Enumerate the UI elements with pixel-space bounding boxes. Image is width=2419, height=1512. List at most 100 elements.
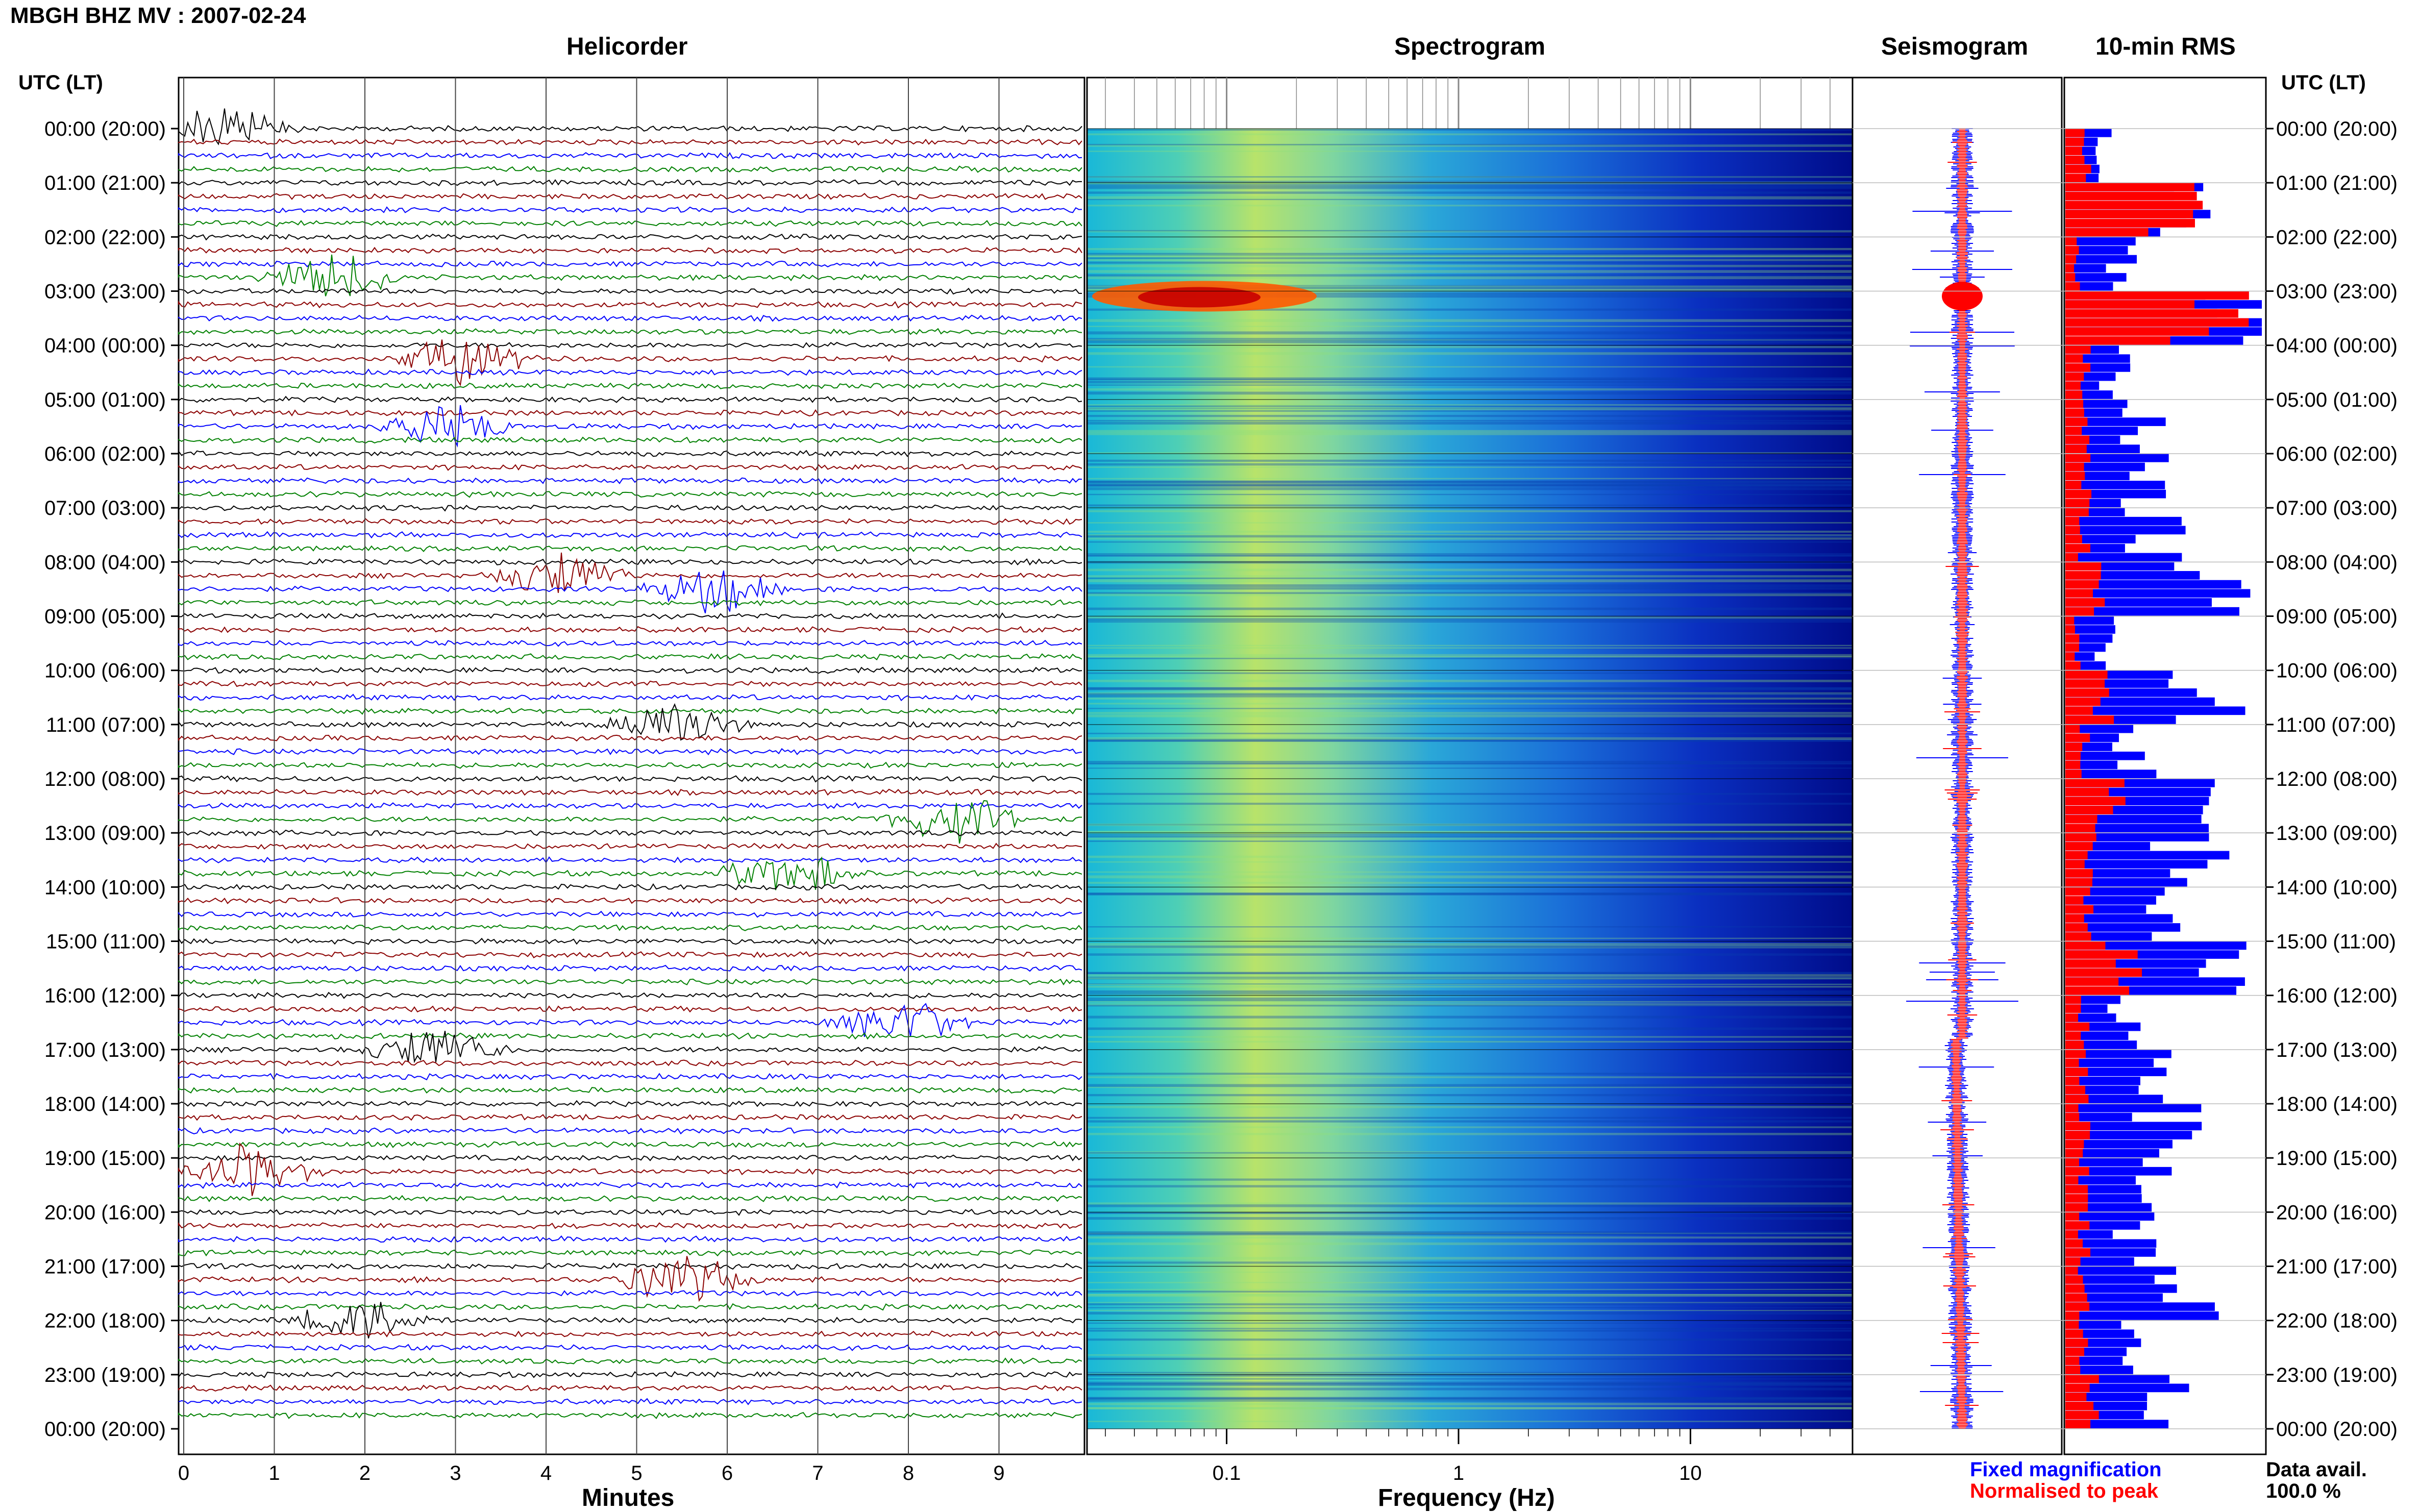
helicorder-trace xyxy=(178,1141,1082,1148)
time-label-right: 02:00 (22:00) xyxy=(2276,226,2398,249)
spectrogram-streak xyxy=(1087,1402,1853,1405)
helicorder-trace xyxy=(178,1142,1082,1196)
spectrogram-streak xyxy=(1087,1381,1853,1385)
rms-bar-fixed xyxy=(2065,1158,2143,1167)
rms-bar-normalised xyxy=(2065,426,2082,435)
rms-bar-normalised xyxy=(2065,1122,2090,1131)
spectrogram-streak xyxy=(1087,761,1853,764)
helicorder-trace xyxy=(178,1086,1082,1094)
rms-bar-normalised xyxy=(2065,779,2125,787)
rms-bar-normalised xyxy=(2065,1248,2090,1257)
helicorder-trace xyxy=(178,1208,1082,1216)
rms-bar-normalised xyxy=(2065,191,2197,201)
rms-bar-normalised xyxy=(2065,715,2114,724)
rms-bar-normalised xyxy=(2065,535,2082,543)
spectrogram-streak xyxy=(1087,129,1853,131)
spectrogram-streak xyxy=(1087,405,1853,407)
helicorder-trace xyxy=(178,339,1082,387)
spectrogram-streak xyxy=(1087,151,1853,152)
spectrogram-streak xyxy=(1087,553,1853,556)
time-label-right: 11:00 (07:00) xyxy=(2276,714,2396,736)
spectrogram-streak xyxy=(1087,871,1853,873)
rms-bar-normalised xyxy=(2065,1230,2078,1239)
spectrogram-streak xyxy=(1087,823,1853,826)
spectrogram-streak xyxy=(1087,1133,1853,1135)
rms-bar-normalised xyxy=(2065,679,2105,688)
rms-bar-normalised xyxy=(2065,264,2075,273)
rms-bar-fixed xyxy=(2065,860,2208,869)
spectrogram-streak xyxy=(1087,945,1853,949)
spectrogram-streak xyxy=(1087,537,1853,540)
freq-tick-label: 0.1 xyxy=(1213,1462,1241,1484)
rms-bar-fixed xyxy=(2065,1176,2136,1185)
rms-bar-normalised xyxy=(2065,137,2084,146)
spectrogram-streak xyxy=(1087,481,1853,483)
helicorder-trace xyxy=(178,490,1082,498)
time-label-right: 21:00 (17:00) xyxy=(2276,1256,2398,1278)
time-label-right: 00:00 (20:00) xyxy=(2276,118,2398,140)
spectrogram-streak xyxy=(1087,143,1853,145)
spectrogram-streak xyxy=(1087,1151,1853,1154)
rms-bar-fixed xyxy=(2065,1076,2140,1085)
rms-bar-normalised xyxy=(2065,255,2077,264)
helicorder-trace xyxy=(178,599,1082,607)
spectrogram-streak xyxy=(1087,388,1853,391)
spectrogram-streak xyxy=(1087,621,1853,623)
spectrogram-streak xyxy=(1087,712,1853,714)
rms-bar-normalised xyxy=(2065,1393,2087,1401)
rms-bar-normalised xyxy=(2065,1104,2079,1112)
rms-bar-normalised xyxy=(2065,770,2082,778)
rms-bar-normalised xyxy=(2065,1040,2084,1049)
helicorder-trace xyxy=(178,1344,1082,1351)
spectrogram-streak xyxy=(1087,285,1853,289)
seismogram-title: Seismogram xyxy=(1881,33,2029,60)
helicorder-trace xyxy=(178,1181,1082,1189)
time-label-right: 12:00 (08:00) xyxy=(2276,768,2398,790)
rms-bar-fixed xyxy=(2065,1239,2157,1248)
rms-bar-normalised xyxy=(2065,607,2094,616)
spectrogram-streak xyxy=(1087,1232,1853,1234)
spectrogram-streak xyxy=(1087,1357,1853,1360)
rms-bar-normalised xyxy=(2065,390,2083,399)
rms-bar-normalised xyxy=(2065,634,2080,643)
spectrogram-streak xyxy=(1087,983,1853,985)
minutes-axis-label: Minutes xyxy=(582,1484,675,1511)
helicorder-trace xyxy=(178,1235,1082,1243)
helicorder-trace xyxy=(178,518,1082,525)
spectrogram-streak xyxy=(1087,587,1853,590)
helicorder-trace xyxy=(178,314,1082,323)
helicorder-trace xyxy=(178,788,1082,797)
spectrogram-streak xyxy=(1087,1400,1853,1402)
rms-bar-fixed xyxy=(2065,751,2145,760)
spectrogram-streak xyxy=(1087,270,1853,273)
spectrogram-streak xyxy=(1087,1372,1853,1374)
spectrogram-streak xyxy=(1087,534,1853,536)
spectrogram-streak xyxy=(1087,430,1853,433)
time-label-left: 13:00 (09:00) xyxy=(44,822,166,845)
helicorder-trace xyxy=(178,951,1082,959)
spectrogram-streak xyxy=(1087,568,1853,572)
rms-bar-normalised xyxy=(2065,1320,2079,1329)
data-avail-label: Data avail. xyxy=(2266,1458,2367,1481)
spectrogram-streak xyxy=(1087,1178,1853,1181)
minute-tick-label: 8 xyxy=(903,1462,914,1484)
time-label-left: 16:00 (12:00) xyxy=(44,985,166,1007)
rms-bar-fixed xyxy=(2065,1095,2163,1103)
spectrogram-streak xyxy=(1087,1257,1853,1260)
spectrogram-streak xyxy=(1087,419,1853,422)
rms-bar-normalised xyxy=(2065,1311,2080,1320)
spectrogram-streak xyxy=(1087,1242,1853,1245)
rms-bar-normalised xyxy=(2065,851,2088,860)
spectrogram-streak xyxy=(1087,697,1853,700)
rms-bar-normalised xyxy=(2065,435,2090,444)
spectrogram-streak xyxy=(1087,837,1853,840)
helicorder-trace xyxy=(178,775,1082,783)
helicorder-trace xyxy=(178,978,1082,986)
spectrogram-streak xyxy=(1087,404,1853,406)
helicorder-trace xyxy=(178,450,1082,457)
helicorder-trace xyxy=(178,1398,1082,1405)
rms-bar-normalised xyxy=(2065,1013,2079,1022)
rms-bar-normalised xyxy=(2065,1266,2078,1275)
helicorder-trace xyxy=(178,748,1082,756)
